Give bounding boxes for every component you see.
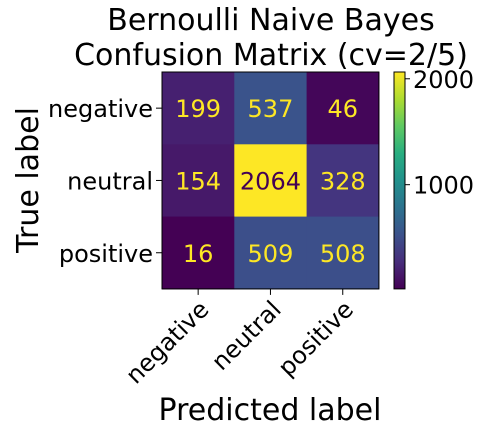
cell-value-label: 508 xyxy=(320,240,366,268)
matrix-cell xyxy=(234,144,308,218)
x-axis-label: Predicted label xyxy=(159,393,382,428)
y-axis-ticks: negative neutral positive xyxy=(48,95,162,268)
chart-title-line-2: Confusion Matrix (cv=2/5) xyxy=(74,38,468,73)
cell-value-label: 509 xyxy=(248,240,294,268)
cell-value-label: 16 xyxy=(183,240,214,268)
cell-value-label: 46 xyxy=(327,95,358,123)
colorbar: 1000 2000 xyxy=(393,66,474,290)
colorbar-tick-label: 2000 xyxy=(413,66,474,94)
matrix-cell xyxy=(234,72,308,145)
matrix-cell xyxy=(162,216,235,290)
x-tick-label: positive xyxy=(273,295,359,381)
y-tick-label: positive xyxy=(59,240,153,268)
matrix-cells: 199 537 46 154 2064 328 16 509 508 xyxy=(161,71,380,290)
matrix-cell xyxy=(162,144,235,218)
cell-value-label: 154 xyxy=(175,167,221,195)
y-axis-label: True label xyxy=(11,107,46,254)
cell-value-label: 537 xyxy=(248,95,294,123)
matrix-cell xyxy=(234,216,308,290)
cell-value-label: 2064 xyxy=(240,167,301,195)
chart-title-line-1: Bernoulli Naive Bayes xyxy=(107,3,434,38)
cell-value-label: 328 xyxy=(320,167,366,195)
colorbar-gradient xyxy=(393,71,406,290)
y-tick-label: neutral xyxy=(67,167,153,195)
matrix-cell xyxy=(306,144,380,218)
chart-title: Bernoulli Naive Bayes Confusion Matrix (… xyxy=(74,3,468,73)
matrix-cell xyxy=(306,216,380,290)
y-tick-label: negative xyxy=(48,95,153,123)
colorbar-tick-label: 1000 xyxy=(413,172,474,200)
cell-value-label: 199 xyxy=(175,95,221,123)
matrix-cell xyxy=(306,72,380,145)
x-tick-label: negative xyxy=(120,295,214,389)
matrix-cell xyxy=(162,72,235,145)
